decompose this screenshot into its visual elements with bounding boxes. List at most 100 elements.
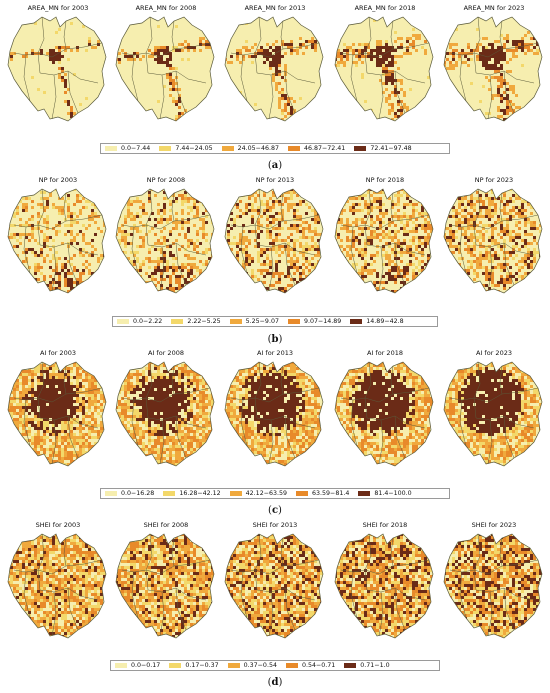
district-boundary xyxy=(268,591,274,637)
raster-cells xyxy=(444,534,542,638)
map-b-2018: NP for 2018 xyxy=(331,176,439,296)
legend-label: 16.28−42.12 xyxy=(179,490,221,497)
city-outline xyxy=(7,16,107,122)
legend-d: 0.0−0.17 0.17−0.37 0.37−0.54 0.54−0.71 0… xyxy=(110,660,440,671)
choropleth-map xyxy=(7,16,107,122)
map-title: NP for 2013 xyxy=(255,176,295,184)
legend-swatch xyxy=(229,491,242,496)
city-outline xyxy=(7,188,107,294)
legend-label: 0.37−0.54 xyxy=(243,662,277,669)
map-c-2018: AI for 2018 xyxy=(331,349,439,469)
raster-cells xyxy=(335,189,433,293)
district-boundary xyxy=(67,242,79,286)
legend-label: 0.0−7.44 xyxy=(121,145,151,152)
legend-swatch xyxy=(229,319,242,324)
district-boundary xyxy=(268,74,274,120)
district-boundary xyxy=(23,399,31,447)
district-boundary xyxy=(67,70,79,114)
city-outline xyxy=(443,533,543,639)
district-boundary xyxy=(473,16,481,74)
legend-item: 0.37−0.54 xyxy=(227,662,277,669)
legend-item: 5.25−9.07 xyxy=(229,318,279,325)
map-title: AREA_MN for 2018 xyxy=(354,4,416,12)
raster-cells xyxy=(116,362,214,466)
district-boundary xyxy=(378,74,384,120)
district-boundary xyxy=(459,571,467,619)
district-boundary xyxy=(459,226,467,274)
district-boundary xyxy=(499,537,503,567)
legend-item: 72.41−97.48 xyxy=(354,145,412,152)
raster-cells xyxy=(225,362,323,466)
map-d-2003: SHEI for 2003 xyxy=(4,521,112,641)
legend-label: 0.0−2.22 xyxy=(133,318,163,325)
panel-letter: d xyxy=(271,677,279,688)
map-title: AI for 2003 xyxy=(40,349,76,357)
city-outline xyxy=(334,16,434,122)
district-boundary xyxy=(51,419,57,465)
raster-cells xyxy=(335,534,433,638)
district-boundary xyxy=(364,16,372,74)
district-boundary xyxy=(390,537,394,567)
city-outline xyxy=(334,533,434,639)
legend-label: 7.44−24.05 xyxy=(175,145,213,152)
legend-swatch xyxy=(227,663,240,668)
map-a-2003: AREA_MN for 2003 xyxy=(4,4,112,124)
map-title: SHEI for 2013 xyxy=(252,521,298,529)
district-boundary xyxy=(350,54,358,102)
legend-item: 0.71−1.0 xyxy=(344,662,390,669)
legend-item: 0.0−0.17 xyxy=(115,662,160,669)
choropleth-map xyxy=(115,188,215,294)
map-title: AI for 2023 xyxy=(476,349,512,357)
legend-label: 2.22−5.25 xyxy=(187,318,221,325)
district-boundary xyxy=(254,361,262,419)
legend-item: 0.54−0.71 xyxy=(285,662,335,669)
city-outline xyxy=(224,361,324,467)
raster-cells xyxy=(335,17,433,121)
map-a-2018: AREA_MN for 2018 xyxy=(331,4,439,124)
district-boundary xyxy=(487,419,493,465)
legend-swatch xyxy=(296,491,309,496)
legend-swatch xyxy=(287,319,300,324)
city-outline xyxy=(115,533,215,639)
district-boundary xyxy=(364,533,372,591)
district-boundary xyxy=(171,192,175,222)
legend-swatch xyxy=(285,663,298,668)
district-boundary xyxy=(131,54,139,102)
district-boundary xyxy=(171,20,175,50)
legend-item: 9.07−14.89 xyxy=(287,318,341,325)
district-boundary xyxy=(175,242,187,286)
raster-cells xyxy=(8,534,106,638)
legend-c: 0.0−16.28 16.28−42.12 42.12−63.59 63.59−… xyxy=(100,488,450,499)
choropleth-map xyxy=(224,361,324,467)
district-boundary xyxy=(159,419,165,465)
map-row-a: AREA_MN for 2003 AREA_MN for 2008 AREA_M… xyxy=(0,4,550,124)
map-c-2003: AI for 2003 xyxy=(4,349,112,469)
district-boundary xyxy=(284,587,296,631)
district-boundary xyxy=(487,246,493,292)
city-outline xyxy=(334,361,434,467)
district-boundary xyxy=(284,70,296,114)
raster-cells xyxy=(116,189,214,293)
panel-label-a: (a) xyxy=(267,160,283,171)
district-boundary xyxy=(390,192,394,222)
raster-cells xyxy=(8,189,106,293)
district-boundary xyxy=(487,591,493,637)
choropleth-map xyxy=(334,16,434,122)
district-boundary xyxy=(145,533,153,591)
district-boundary xyxy=(63,20,67,50)
map-d-2008: SHEI for 2008 xyxy=(112,521,220,641)
choropleth-map xyxy=(224,533,324,639)
district-boundary xyxy=(350,399,358,447)
map-c-2013: AI for 2013 xyxy=(221,349,329,469)
district-boundary xyxy=(254,16,262,74)
district-boundary xyxy=(240,226,248,274)
district-boundary xyxy=(159,591,165,637)
district-boundary xyxy=(145,361,153,419)
legend-label: 46.87−72.41 xyxy=(303,145,346,152)
legend-item: 14.89−42.8 xyxy=(350,318,404,325)
panel-label-c: (c) xyxy=(268,505,282,516)
district-boundary xyxy=(37,361,45,419)
district-boundary xyxy=(254,533,262,591)
choropleth-map xyxy=(7,533,107,639)
legend-swatch xyxy=(117,319,129,324)
